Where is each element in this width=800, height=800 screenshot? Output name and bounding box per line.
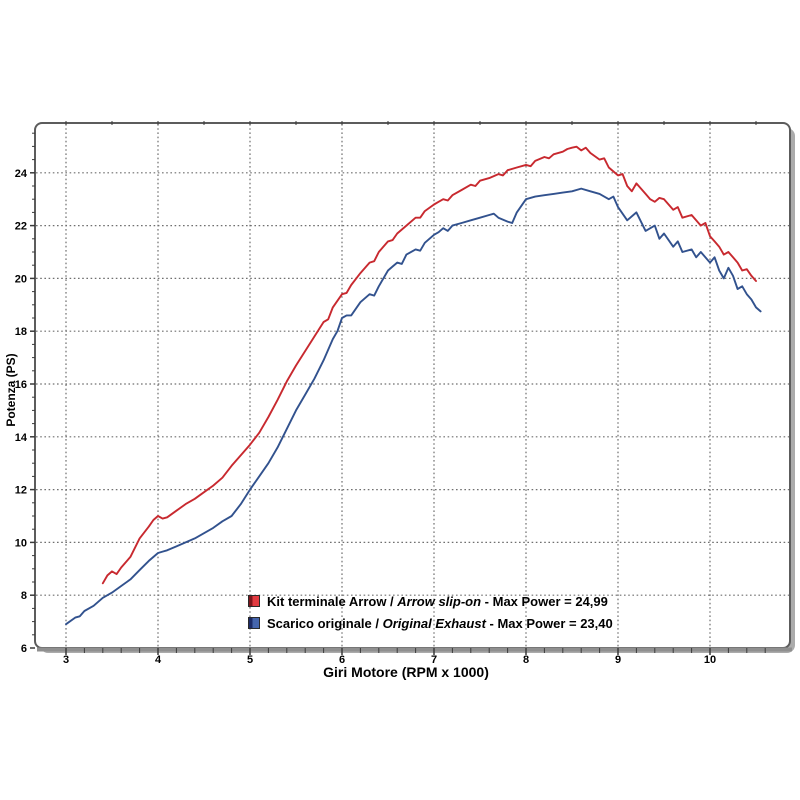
chart-legend: Kit terminale Arrow / Arrow slip-on - Ma… xyxy=(248,590,613,634)
y-tick-label: 12 xyxy=(15,485,27,497)
x-tick-label: 7 xyxy=(431,654,437,666)
series-line-original xyxy=(65,187,762,626)
legend-label-arrow: Kit terminale Arrow / Arrow slip-on - Ma… xyxy=(267,594,608,609)
x-tick-label: 4 xyxy=(155,654,162,666)
y-tick-label: 22 xyxy=(15,221,27,233)
y-tick-label: 14 xyxy=(15,432,28,444)
y-axis-title: Potenza (PS) xyxy=(4,353,18,427)
x-tick-label: 8 xyxy=(523,654,529,666)
legend-label-original-prefix: Scarico originale / xyxy=(267,615,383,631)
y-tick-label: 6 xyxy=(21,643,27,655)
legend-label-original-suffix: - Max Power = 23,40 xyxy=(485,615,613,631)
x-axis-title: Giri Motore (RPM x 1000) xyxy=(323,664,489,680)
y-tick-label: 16 xyxy=(15,379,27,391)
y-tick-label: 10 xyxy=(15,537,27,549)
x-tick-label: 9 xyxy=(615,654,621,666)
series-line-arrow xyxy=(101,145,757,585)
gridlines xyxy=(36,124,789,647)
y-tick-label: 24 xyxy=(15,168,28,180)
legend-label-original-italic: Original Exhaust xyxy=(382,615,486,631)
legend-item-original: Scarico originale / Original Exhaust - M… xyxy=(248,612,613,634)
legend-label-original: Scarico originale / Original Exhaust - M… xyxy=(267,616,613,631)
y-tick-label: 18 xyxy=(15,326,27,338)
y-tick-label: 8 xyxy=(21,590,27,602)
legend-swatch-original xyxy=(248,617,260,629)
x-tick-label: 6 xyxy=(339,654,345,666)
tick-labels: 3 4 5 6 7 8 9 10 6 8 10 12 14 16 18 20 22 24 xyxy=(15,168,716,666)
x-tick-label: 10 xyxy=(704,654,716,666)
legend-swatch-arrow xyxy=(248,595,260,607)
x-tick-label: 5 xyxy=(247,654,253,666)
legend-label-arrow-prefix: Kit terminale Arrow / xyxy=(267,593,398,609)
axis-ticks xyxy=(30,121,766,655)
legend-label-arrow-suffix: - Max Power = 24,99 xyxy=(481,593,608,609)
x-tick-label: 3 xyxy=(63,654,69,666)
y-tick-label: 20 xyxy=(15,273,27,285)
plot-area xyxy=(34,122,791,649)
legend-item-arrow: Kit terminale Arrow / Arrow slip-on - Ma… xyxy=(248,590,613,612)
legend-label-arrow-italic: Arrow slip-on xyxy=(397,593,482,609)
